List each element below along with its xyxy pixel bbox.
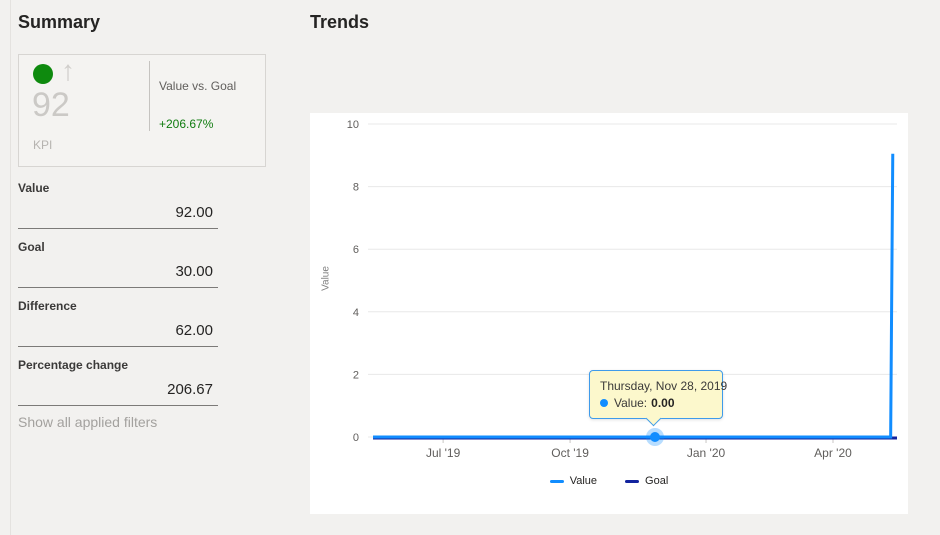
svg-text:2: 2 bbox=[353, 369, 359, 381]
svg-text:Jul '19: Jul '19 bbox=[426, 446, 461, 460]
legend-label-value: Value bbox=[569, 475, 598, 487]
tooltip-value: 0.00 bbox=[651, 396, 675, 410]
goal-field-label: Goal bbox=[18, 240, 45, 254]
kpi-value: 92 bbox=[32, 86, 70, 124]
difference-field: Difference 62.00 bbox=[18, 299, 218, 347]
svg-text:Apr '20: Apr '20 bbox=[814, 446, 852, 460]
kpi-status-dot bbox=[33, 64, 53, 84]
svg-text:Oct '19: Oct '19 bbox=[551, 446, 589, 460]
svg-text:0: 0 bbox=[353, 432, 359, 444]
goal-series-swatch-icon bbox=[625, 479, 640, 483]
trend-up-icon: ↑ bbox=[61, 55, 75, 86]
svg-text:10: 10 bbox=[347, 119, 359, 131]
svg-text:8: 8 bbox=[353, 182, 359, 194]
trend-line-chart[interactable]: 0 2 4 6 8 10 Jul '19 Oct '19 Jan '20 Apr '20 bbox=[310, 113, 908, 514]
goal-field: Goal 30.00 bbox=[18, 240, 218, 288]
highlighted-data-point[interactable] bbox=[649, 432, 660, 442]
chart-tooltip: Thursday, Nov 28, 2019 Value: 0.00 bbox=[589, 370, 728, 427]
value-field: Value 92.00 bbox=[18, 181, 218, 229]
tooltip-value-row: Value: 0.00 bbox=[590, 396, 722, 410]
series-line-value[interactable] bbox=[373, 153, 895, 439]
svg-text:Jan '20: Jan '20 bbox=[687, 446, 726, 460]
chart-legend: Value Goal bbox=[310, 475, 908, 487]
kpi-comparison-label: Value vs. Goal bbox=[159, 79, 237, 93]
legend-item-goal[interactable]: Goal bbox=[625, 475, 668, 487]
svg-text:4: 4 bbox=[353, 307, 359, 319]
tooltip-series-dot-icon bbox=[600, 399, 608, 407]
goal-field-input[interactable]: 30.00 bbox=[18, 263, 218, 288]
percentage-change-field-input[interactable]: 206.67 bbox=[18, 381, 218, 406]
left-divider bbox=[10, 0, 11, 535]
trends-title: Trends bbox=[310, 12, 370, 32]
summary-title: Summary bbox=[18, 12, 101, 32]
tooltip-series-label: Value: bbox=[614, 396, 648, 410]
svg-text:6: 6 bbox=[353, 244, 359, 256]
legend-label-goal: Goal bbox=[645, 475, 669, 487]
difference-field-label: Difference bbox=[18, 299, 77, 313]
y-axis-title: Value bbox=[320, 266, 332, 291]
kpi-delta: +206.67% bbox=[159, 117, 214, 131]
kpi-card: ↑ 92 KPI Value vs. Goal +206.67% bbox=[18, 54, 266, 167]
value-series-swatch-icon bbox=[549, 479, 564, 483]
kpi-label: KPI bbox=[33, 138, 53, 152]
difference-field-input[interactable]: 62.00 bbox=[18, 322, 218, 347]
percentage-change-field: Percentage change 206.67 bbox=[18, 358, 218, 406]
kpi-card-divider bbox=[149, 61, 150, 131]
value-field-input[interactable]: 92.00 bbox=[18, 204, 218, 229]
legend-item-value[interactable]: Value bbox=[549, 475, 598, 487]
tooltip-date: Thursday, Nov 28, 2019 bbox=[600, 379, 728, 393]
percentage-change-field-label: Percentage change bbox=[18, 358, 129, 372]
value-field-label: Value bbox=[18, 181, 50, 195]
trend-chart-panel: 0 2 4 6 8 10 Jul '19 Oct '19 Jan '20 Apr '20 Valu… bbox=[310, 113, 908, 514]
show-filters-link[interactable]: Show all applied filters bbox=[18, 414, 158, 430]
